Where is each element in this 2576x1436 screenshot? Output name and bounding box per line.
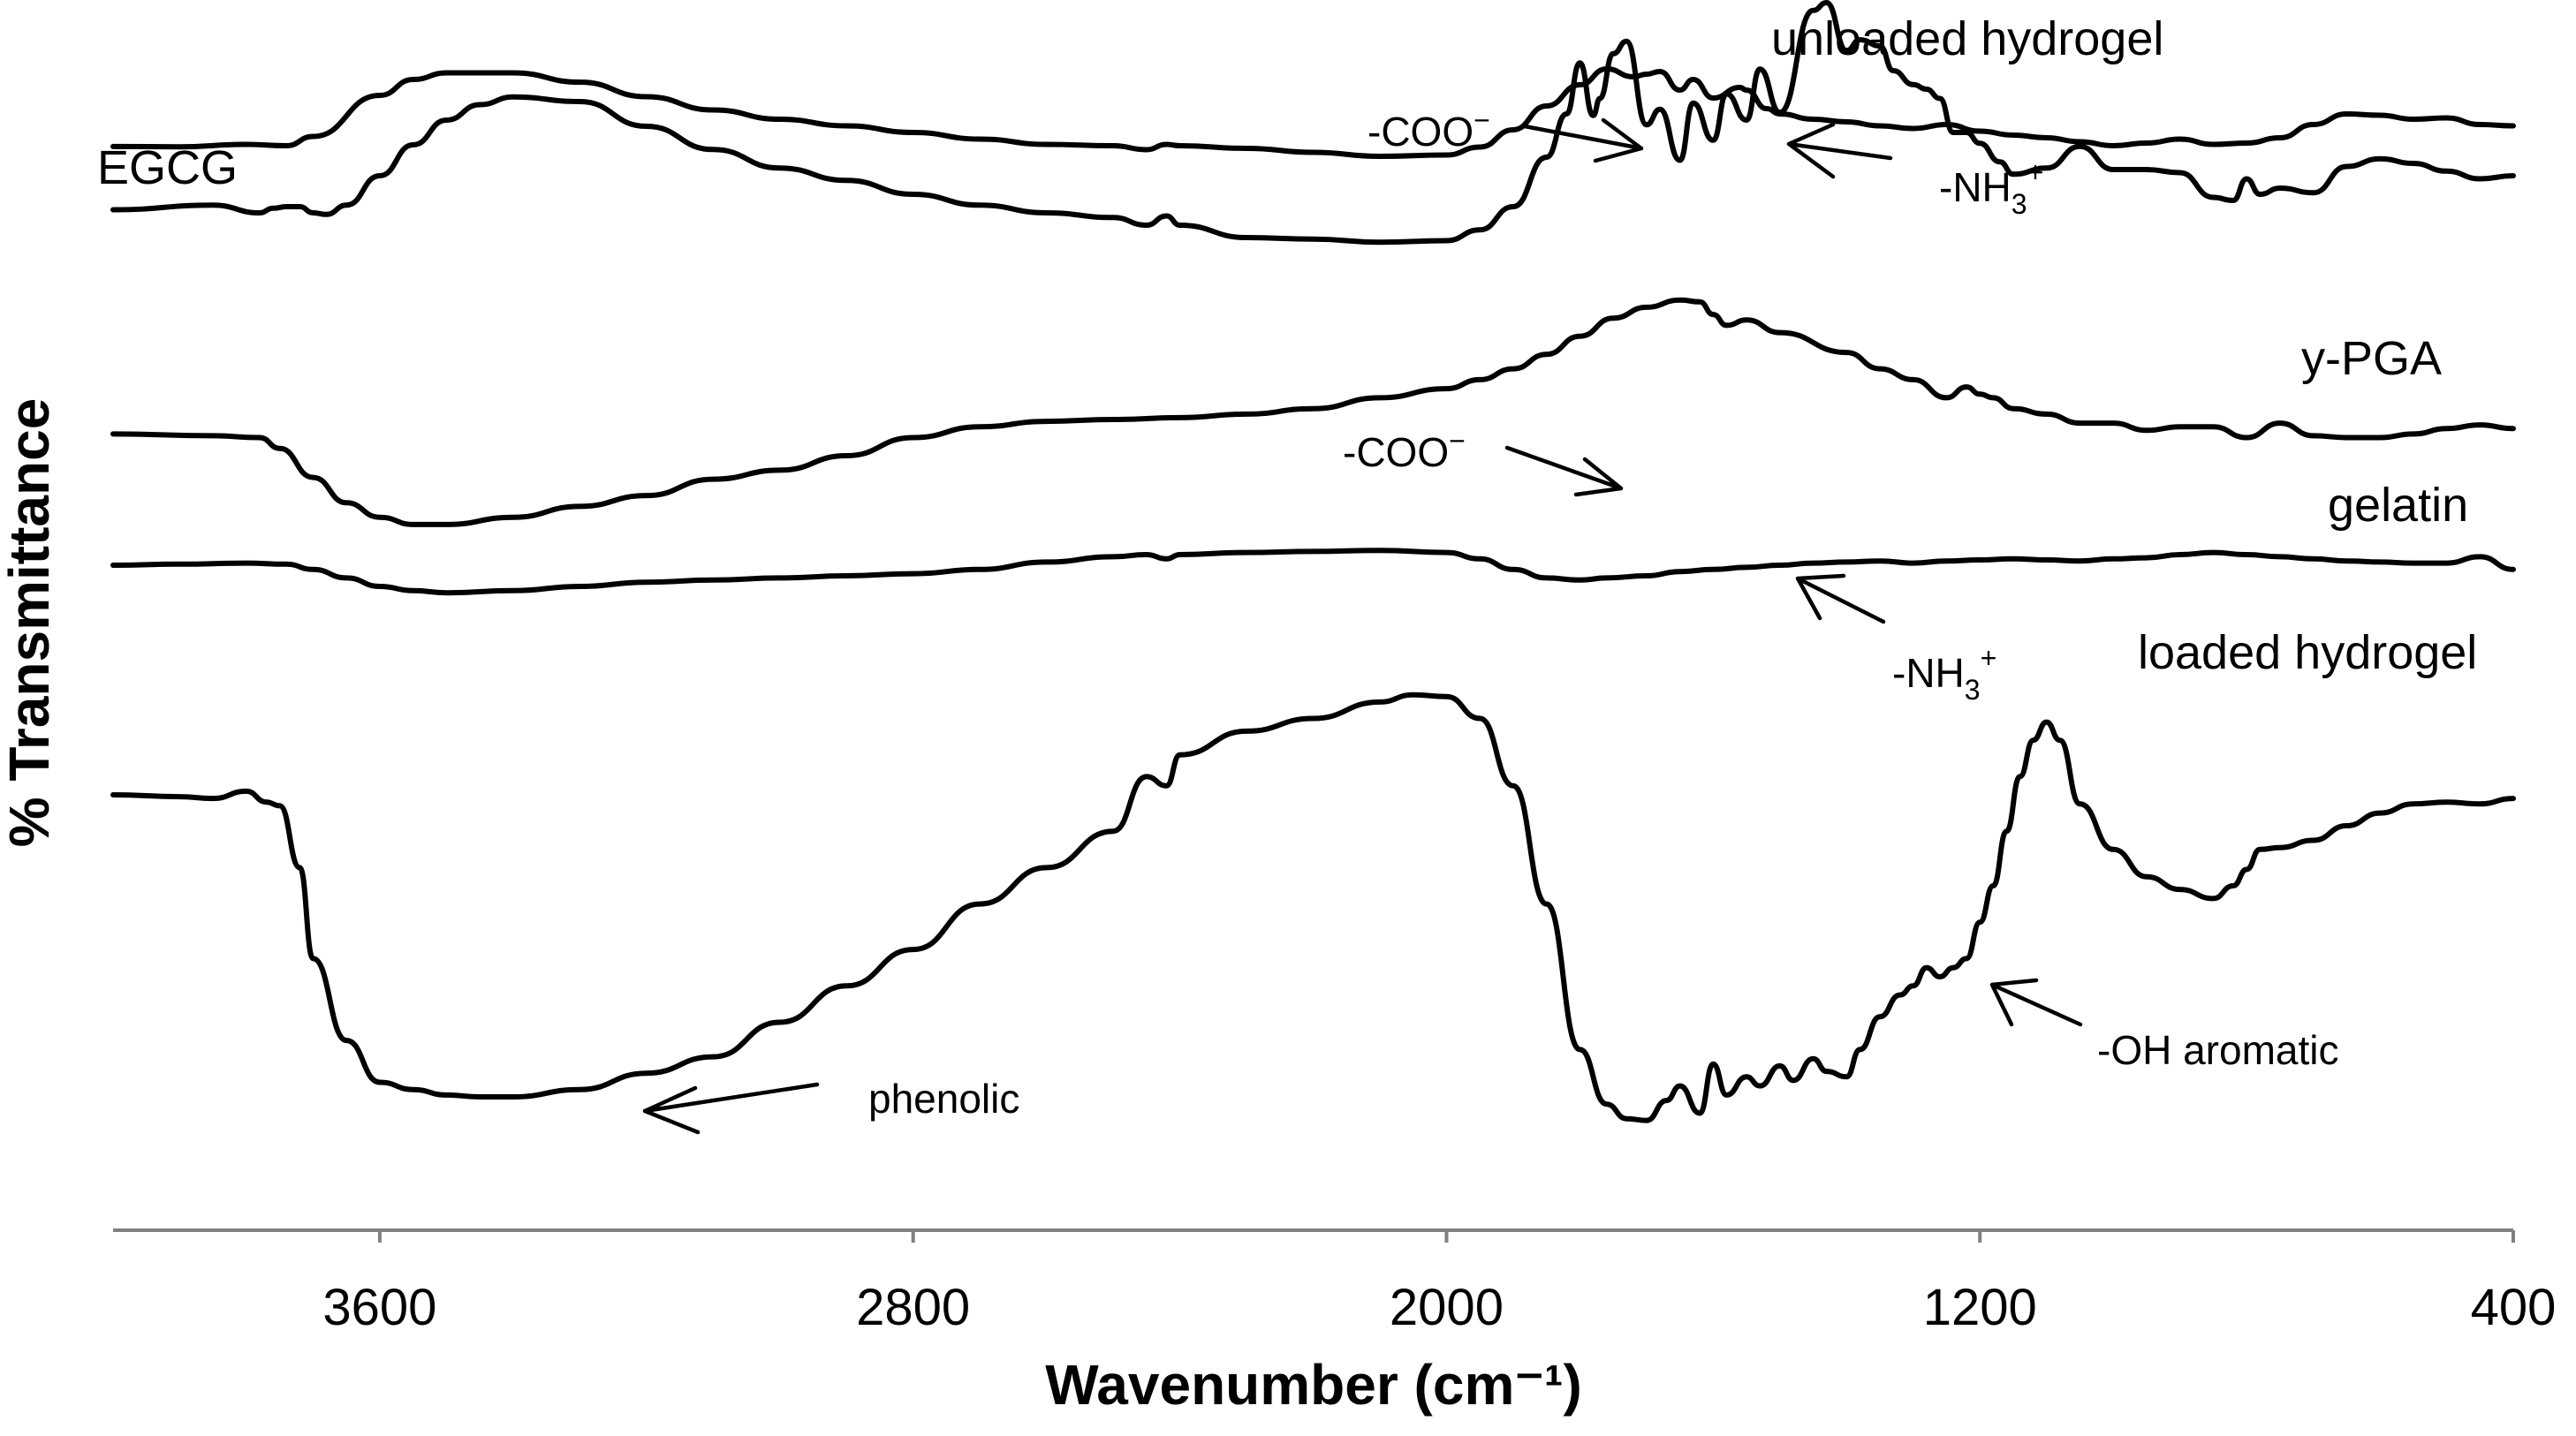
nh3-arrow-1 — [1786, 122, 1893, 179]
x-axis-ticks: 3600 2800 2000 1200 400 — [322, 1230, 2556, 1336]
arrows — [642, 117, 2083, 1135]
series-unloaded-hydrogel — [110, 66, 2516, 159]
annotation-nh3-2-sub: 3 — [1965, 674, 1981, 706]
series-layer — [110, 0, 2516, 1123]
annotations: -COO− -NH3+ -COO− -NH3+ phenolic -OH aro… — [868, 104, 2338, 1122]
oh-aromatic-arrow — [1989, 978, 2083, 1027]
x-tick-label-400: 400 — [2471, 1279, 2557, 1336]
x-tick-label-3600: 3600 — [322, 1279, 436, 1336]
annotation-coo-2: -COO− — [1343, 425, 1466, 475]
label-y-pga: y-PGA — [2301, 332, 2442, 385]
plot-area: 3600 2800 2000 1200 400 unloaded hydrogel EG… — [0, 0, 2556, 1417]
series-labels: unloaded hydrogel EGCG y-PGA gelatin loa… — [97, 12, 2477, 679]
y-axis-title: % Transmittance — [0, 398, 61, 848]
coo-arrow-1 — [1522, 117, 1644, 163]
x-tick-label-1200: 1200 — [1923, 1279, 2037, 1336]
series-gelatin — [110, 548, 2516, 596]
series-y-pga — [110, 297, 2516, 527]
annotation-nh3-2: -NH3+ — [1892, 642, 1996, 706]
annotation-coo-2-sup: − — [1449, 425, 1466, 457]
annotation-nh3-1: -NH3+ — [1939, 156, 2043, 220]
label-unloaded-hydrogel: unloaded hydrogel — [1771, 12, 2163, 65]
phenolic-arrow — [642, 1082, 820, 1135]
x-tick-label-2000: 2000 — [1390, 1279, 1504, 1336]
annotation-coo-2-text: -COO — [1343, 429, 1449, 475]
series-loaded-hydrogel — [110, 692, 2516, 1123]
nh3-arrow-2 — [1795, 573, 1886, 624]
x-axis-title: Wavenumber (cm⁻¹) — [1045, 1353, 1582, 1417]
label-egcg: EGCG — [97, 141, 238, 194]
annotation-nh3-1-sup: + — [2027, 156, 2044, 188]
annotation-coo-1-sup: − — [1474, 104, 1490, 136]
x-tick-label-2800: 2800 — [856, 1279, 970, 1336]
label-gelatin: gelatin — [2328, 479, 2468, 532]
annotation-nh3-1-sub: 3 — [2012, 188, 2027, 220]
annotation-coo-1-text: -COO — [1368, 109, 1474, 155]
annotation-coo-1: -COO− — [1368, 104, 1490, 155]
annotation-oh-aromatic: -OH aromatic — [2097, 1027, 2338, 1073]
annotation-nh3-2-text: -NH — [1892, 650, 1965, 696]
annotation-phenolic: phenolic — [868, 1076, 1019, 1122]
label-loaded-hydrogel: loaded hydrogel — [2138, 626, 2477, 679]
annotation-nh3-2-sup: + — [1981, 642, 1997, 674]
series-egcg — [110, 0, 2516, 246]
coo-arrow-2 — [1504, 445, 1624, 497]
annotation-nh3-1-text: -NH — [1939, 164, 2012, 210]
